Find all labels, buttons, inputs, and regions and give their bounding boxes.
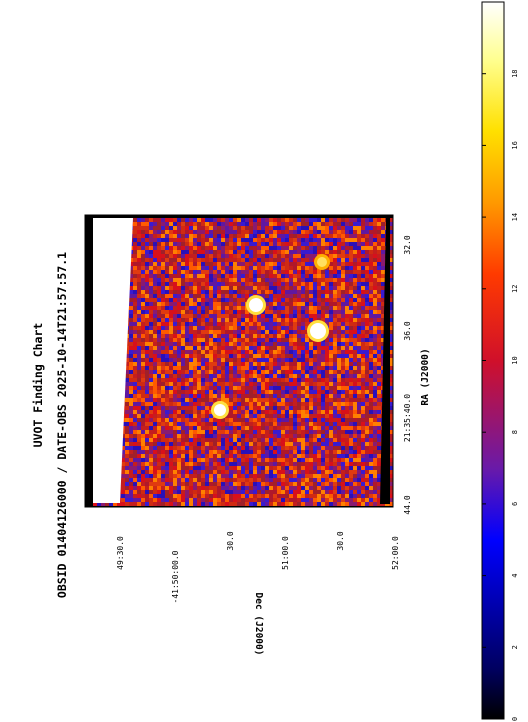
left-edge-black xyxy=(85,215,93,507)
ra-tick-labels: 44.0 21:35:40.0 36.0 32.0 xyxy=(403,235,412,514)
source-marker xyxy=(310,323,326,339)
chart-subtitle: OBSID 01404126000 / DATE-OBS 2025-10-14T… xyxy=(55,252,69,598)
source-layer xyxy=(211,254,330,419)
colorbar-tick-label: 14 xyxy=(511,213,519,221)
colorbar-tick-label: 18 xyxy=(511,69,519,77)
image-panel xyxy=(84,214,394,508)
dec-tick-label: 30.0 xyxy=(226,531,235,550)
x-axis-label: RA (J2000) xyxy=(420,348,431,405)
colorbar-tick-label: 10 xyxy=(511,356,519,364)
y-axis-label: Dec (J2000) xyxy=(253,593,264,656)
right-edge-black xyxy=(380,218,390,504)
source-marker xyxy=(249,298,263,312)
colorbar-tick-label: 16 xyxy=(511,141,519,149)
dec-tick-label: -41:50:00.0 xyxy=(171,550,180,603)
ra-tick-label: 32.0 xyxy=(403,235,412,254)
colorbar-tick-label: 4 xyxy=(511,573,519,577)
colorbar-tick-label: 0 xyxy=(511,717,519,721)
colorbar: 0 2 4 6 8 10 12 14 16 18 xyxy=(481,1,519,721)
dec-tick-labels: 49:30.0 -41:50:00.0 30.0 51:00.0 30.0 52… xyxy=(116,531,400,603)
source-marker xyxy=(214,404,226,416)
colorbar-tick-label: 6 xyxy=(511,502,519,506)
dec-tick-label: 49:30.0 xyxy=(116,536,125,570)
colorbar-tick-label: 8 xyxy=(511,430,519,434)
image-border xyxy=(84,214,394,508)
dec-tick-label: 30.0 xyxy=(336,531,345,550)
colorbar-tick-label: 2 xyxy=(511,645,519,649)
chart-title: UVOT Finding Chart xyxy=(31,323,45,448)
ra-tick-label: 36.0 xyxy=(403,321,412,340)
ra-tick-label: 44.0 xyxy=(403,495,412,514)
ra-tick-label: 21:35:40.0 xyxy=(403,394,412,442)
dec-tick-label: 51:00.0 xyxy=(281,536,290,570)
source-marker xyxy=(317,257,327,267)
colorbar-ticks: 0 2 4 6 8 10 12 14 16 18 xyxy=(482,69,519,721)
no-data-band xyxy=(93,218,133,503)
pixel-grid xyxy=(93,218,393,506)
colorbar-tick-label: 12 xyxy=(511,285,519,293)
dec-tick-label: 52:00.0 xyxy=(391,536,400,570)
